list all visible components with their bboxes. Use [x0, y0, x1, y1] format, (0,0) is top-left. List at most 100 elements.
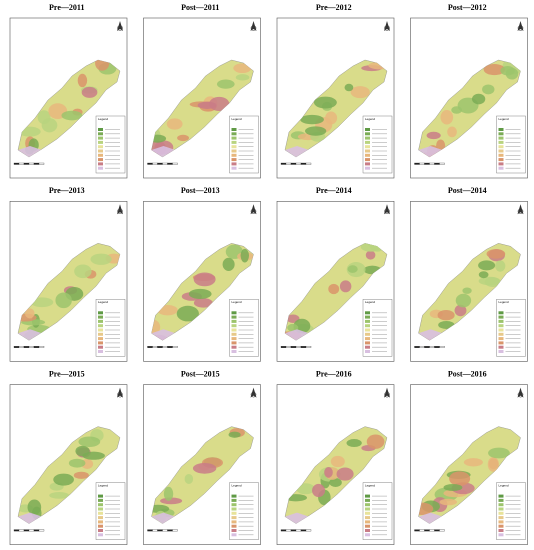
- legend-swatch: [365, 153, 370, 157]
- zones: [285, 434, 385, 524]
- map-panel: Pre—2016 Legend: [276, 369, 395, 545]
- zone: [163, 486, 174, 501]
- zone: [193, 298, 213, 308]
- scale-bar: [23, 529, 30, 532]
- legend-swatch: [98, 503, 103, 507]
- zone: [73, 471, 89, 479]
- legend-swatch: [231, 158, 237, 162]
- scale-bar: [429, 346, 435, 348]
- map-title: Post—2012: [448, 3, 487, 12]
- legend-swatch: [498, 166, 504, 170]
- legend-swatch: [231, 503, 237, 507]
- legend-swatch: [231, 140, 237, 144]
- scale-bar: [162, 162, 168, 165]
- scale-bar: [18, 162, 25, 165]
- legend-swatch: [365, 328, 370, 332]
- legend-swatch: [231, 132, 237, 136]
- map-panel: Post—2015 Legend: [143, 369, 261, 545]
- scale-bar: [424, 346, 430, 348]
- scale-bar: [419, 529, 425, 532]
- map-title: Pre—2012: [316, 3, 352, 12]
- legend-swatch: [98, 166, 103, 170]
- legend-swatch: [231, 324, 237, 328]
- zone: [336, 467, 354, 481]
- scale-bar: [152, 162, 158, 165]
- legend-swatch: [365, 524, 370, 528]
- legend-swatch: [365, 128, 370, 131]
- scale-bar: [147, 162, 153, 165]
- wetland: [285, 146, 309, 157]
- zone: [330, 455, 345, 468]
- scale-bar: [434, 162, 440, 165]
- scale-bar: [424, 529, 430, 532]
- legend-title: Legend: [499, 300, 509, 304]
- scale-bar: [300, 529, 307, 532]
- legend-swatch: [498, 319, 504, 323]
- wetland: [418, 329, 443, 341]
- zone: [287, 323, 299, 332]
- zone: [82, 451, 105, 460]
- zone: [454, 304, 467, 317]
- legend-swatch: [365, 162, 370, 166]
- scale-bar: [300, 162, 307, 165]
- zone: [95, 60, 110, 71]
- map-panel: Post—2014 Legend: [410, 186, 528, 362]
- legend-title: Legend: [365, 117, 375, 121]
- legend-swatch: [498, 140, 504, 144]
- legend-swatch: [231, 328, 237, 332]
- legend-swatch: [231, 494, 237, 498]
- north-arrow: [250, 387, 257, 398]
- legend-title: Legend: [365, 300, 375, 304]
- zone: [328, 283, 340, 295]
- legend-swatch: [498, 149, 504, 153]
- map-panel: Pre—2011 Legend: [9, 3, 128, 179]
- legend-swatch: [98, 132, 103, 136]
- zone: [439, 498, 458, 506]
- zone: [478, 260, 496, 271]
- legend-swatch: [98, 507, 103, 511]
- legend-swatch: [231, 162, 237, 166]
- zone: [455, 293, 472, 308]
- legend-swatch: [498, 533, 504, 537]
- legend-swatch: [231, 153, 237, 157]
- north-arrow-ring: [384, 25, 390, 31]
- map-title: Pre—2013: [49, 186, 85, 195]
- legend-swatch: [498, 136, 504, 140]
- legend-swatch: [365, 145, 370, 149]
- legend-swatch: [231, 145, 237, 149]
- zone: [193, 272, 216, 287]
- zone: [313, 96, 337, 109]
- zone: [188, 288, 212, 300]
- wetland: [18, 329, 42, 341]
- north-arrow-ring: [517, 208, 524, 215]
- north-arrow: [250, 21, 257, 31]
- scale-bar: [290, 162, 297, 165]
- scale-bar: [305, 529, 312, 532]
- legend-swatch: [365, 520, 370, 524]
- zone: [329, 478, 342, 487]
- legend-swatch: [231, 311, 237, 315]
- zone: [449, 471, 471, 486]
- legend-swatch: [498, 503, 504, 507]
- north-arrow: [517, 387, 524, 398]
- north-arrow-ring: [384, 208, 390, 215]
- zone: [300, 114, 324, 125]
- legend-swatch: [365, 324, 370, 328]
- map-title: Post—2011: [181, 3, 219, 12]
- zone: [418, 502, 434, 515]
- map-panel: Pre—2015 Legend: [9, 369, 128, 545]
- legend-swatch: [98, 524, 103, 528]
- scale-bar: [28, 162, 35, 165]
- legend-swatch: [231, 341, 237, 345]
- legend-title: Legend: [232, 117, 242, 121]
- scale-bar: [172, 346, 178, 348]
- north-arrow-ring: [250, 25, 257, 31]
- zone: [209, 96, 230, 112]
- legend-swatch: [98, 345, 103, 349]
- wetland: [418, 146, 443, 157]
- scale-bar: [162, 346, 168, 348]
- legend-swatch: [231, 524, 237, 528]
- zone: [366, 434, 385, 449]
- scale-bar: [439, 346, 445, 348]
- legend-swatch: [365, 350, 370, 353]
